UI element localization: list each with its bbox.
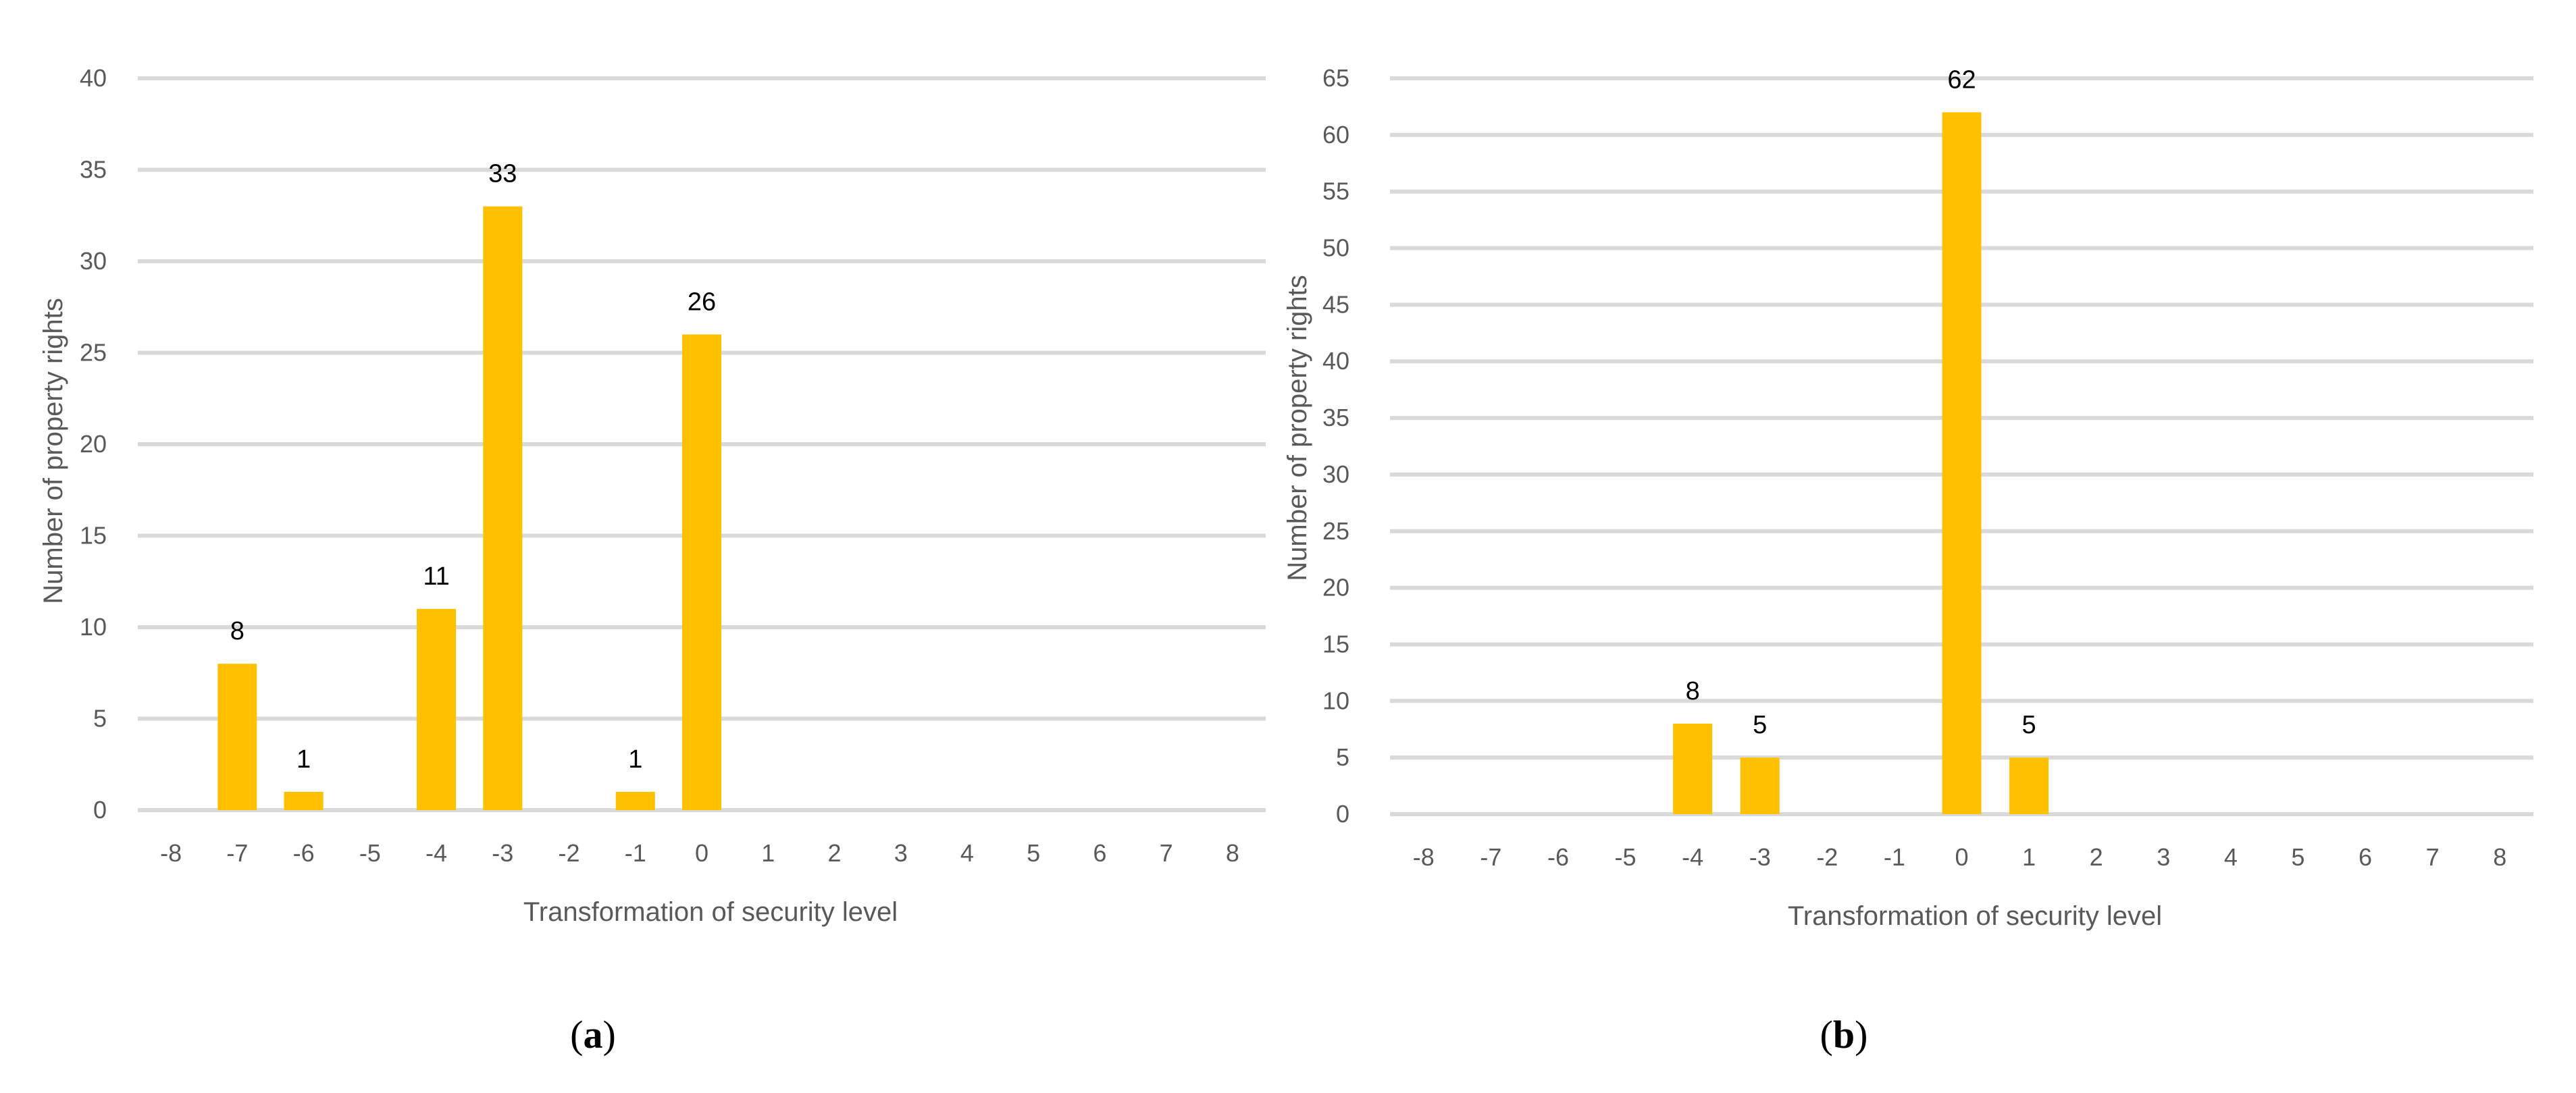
chart-b-x-tick-label: 5 xyxy=(2291,843,2304,871)
chart-a-y-axis-title: Number of property rights xyxy=(38,298,68,604)
chart-b-data-label: 5 xyxy=(2022,711,2036,739)
chart-a-bars xyxy=(217,206,721,810)
chart-b-y-axis-title: Number of property rights xyxy=(1283,275,1312,581)
chart-b-x-tick-label: 2 xyxy=(2090,843,2103,871)
chart-a-y-ticks: 0 5 10 15 20 25 30 35 40 xyxy=(80,64,107,824)
chart-b-x-tick-label: 1 xyxy=(2022,843,2036,871)
chart-a-x-axis-title: Transformation of security level xyxy=(523,897,898,927)
chart-a-x-tick-label: 8 xyxy=(1226,839,1239,867)
chart-b-data-label: 5 xyxy=(1753,711,1767,739)
chart-a-data-label: 1 xyxy=(628,745,642,774)
chart-a-x-tick-label: 4 xyxy=(960,839,974,867)
chart-b-x-tick-label: 4 xyxy=(2224,843,2238,871)
chart-a-bar xyxy=(217,664,257,810)
chart-a-x-tick-label: 0 xyxy=(695,839,709,867)
chart-b-bar xyxy=(1942,112,1982,814)
chart-b-y-tick-label: 65 xyxy=(1322,64,1349,92)
chart-a-x-tick-label: -3 xyxy=(492,839,513,867)
chart-a-data-label: 26 xyxy=(688,288,716,316)
chart-b-x-tick-label: -2 xyxy=(1816,843,1838,871)
chart-b-y-tick-label: 60 xyxy=(1322,121,1349,149)
chart-b-y-tick-label: 55 xyxy=(1322,178,1349,205)
chart-a-x-tick-label: -2 xyxy=(559,839,580,867)
chart-b-y-tick-label: 20 xyxy=(1322,574,1349,602)
chart-b-bars xyxy=(1673,112,2049,814)
chart-b-y-tick-label: 30 xyxy=(1322,460,1349,488)
chart-a-bar xyxy=(284,791,324,810)
chart-a-x-tick-label: 5 xyxy=(1027,839,1040,867)
chart-b-y-ticks: 0 5 10 15 20 25 30 35 40 45 50 55 60 65 xyxy=(1322,64,1349,828)
chart-a-x-ticks: -8 -7 -6 -5 -4 -3 -2 -1 0 1 2 3 4 5 6 7 8 xyxy=(160,839,1239,867)
chart-a-x-tick-label: 2 xyxy=(827,839,841,867)
chart-b-y-tick-label: 0 xyxy=(1336,800,1349,828)
chart-a-data-label: 1 xyxy=(297,745,311,774)
chart-a-y-tick-label: 0 xyxy=(93,796,107,824)
chart-b-y-tick-label: 5 xyxy=(1336,743,1349,771)
chart-b-y-tick-label: 25 xyxy=(1322,517,1349,545)
chart-b-panel-label: (b) xyxy=(1820,1013,1868,1057)
chart-b-y-tick-label: 40 xyxy=(1322,347,1349,375)
chart-a-y-tick-label: 40 xyxy=(80,64,107,92)
chart-b-x-axis-title: Transformation of security level xyxy=(1788,901,2162,931)
chart-b-x-tick-label: 7 xyxy=(2426,843,2440,871)
chart-a-x-tick-label: -7 xyxy=(226,839,248,867)
chart-b-bar xyxy=(1740,757,1780,814)
chart-a-panel-letter: a xyxy=(584,1013,603,1057)
chart-b-y-tick-label: 15 xyxy=(1322,630,1349,658)
chart-a-x-tick-label: -1 xyxy=(625,839,646,867)
chart-b-x-tick-label: -1 xyxy=(1884,843,1905,871)
chart-a-y-tick-label: 5 xyxy=(93,705,107,732)
chart-a-bar xyxy=(483,206,523,810)
chart-a-y-tick-label: 25 xyxy=(80,339,107,367)
chart-a-data-label: 11 xyxy=(423,562,449,591)
chart-a: 0 5 10 15 20 25 30 35 40 -8 -7 -6 -5 -4 -3 -2 -1 0 1 2 3 4 5 6… xyxy=(38,64,1266,1057)
chart-b-data-labels: 8 5 62 5 xyxy=(1686,65,2036,739)
chart-b-y-tick-label: 45 xyxy=(1322,290,1349,318)
chart-b-x-tick-label: -7 xyxy=(1480,843,1501,871)
chart-a-y-tick-label: 35 xyxy=(80,156,107,184)
chart-b-x-tick-label: -3 xyxy=(1749,843,1771,871)
chart-b-data-label: 8 xyxy=(1686,677,1700,705)
chart-a-x-tick-label: -5 xyxy=(359,839,381,867)
chart-a-x-tick-label: 6 xyxy=(1093,839,1106,867)
chart-a-y-tick-label: 20 xyxy=(80,430,107,458)
chart-b-x-tick-label: -4 xyxy=(1682,843,1703,871)
chart-b-x-tick-label: 3 xyxy=(2157,843,2170,871)
chart-a-bar xyxy=(682,334,721,810)
chart-b-x-tick-label: -5 xyxy=(1615,843,1637,871)
chart-a-x-tick-label: -4 xyxy=(426,839,447,867)
chart-b-y-tick-label: 35 xyxy=(1322,404,1349,431)
chart-b-x-tick-label: 0 xyxy=(1955,843,1968,871)
chart-a-y-tick-label: 30 xyxy=(80,247,107,275)
chart-a-y-tick-label: 15 xyxy=(80,522,107,550)
chart-b-y-tick-label: 10 xyxy=(1322,687,1349,714)
chart-a-data-label: 33 xyxy=(488,160,517,188)
chart-b-bar xyxy=(1673,723,1713,814)
chart-b-x-tick-label: -6 xyxy=(1547,843,1569,871)
chart-a-x-tick-label: 1 xyxy=(761,839,775,867)
chart-a-x-tick-label: -6 xyxy=(293,839,315,867)
chart-b-x-ticks: -8 -7 -6 -5 -4 -3 -2 -1 0 1 2 3 4 5 6 7 8 xyxy=(1413,843,2506,871)
chart-a-x-tick-label: 3 xyxy=(894,839,908,867)
chart-b-panel-letter: b xyxy=(1833,1013,1855,1057)
chart-a-bar xyxy=(417,608,457,810)
chart-a-data-label: 8 xyxy=(230,617,244,645)
chart-a-bar xyxy=(615,791,655,810)
chart-b-bar xyxy=(2009,757,2049,814)
chart-b-x-tick-label: -8 xyxy=(1413,843,1435,871)
chart-a-x-tick-label: 7 xyxy=(1160,839,1173,867)
chart-a-panel-label: (a) xyxy=(570,1013,616,1057)
chart-a-x-tick-label: -8 xyxy=(160,839,182,867)
chart-b-x-tick-label: 8 xyxy=(2493,843,2506,871)
chart-a-y-tick-label: 10 xyxy=(80,613,107,641)
chart-b-x-tick-label: 6 xyxy=(2359,843,2372,871)
chart-b-y-tick-label: 50 xyxy=(1322,234,1349,262)
chart-b-data-label: 62 xyxy=(1947,65,1976,94)
